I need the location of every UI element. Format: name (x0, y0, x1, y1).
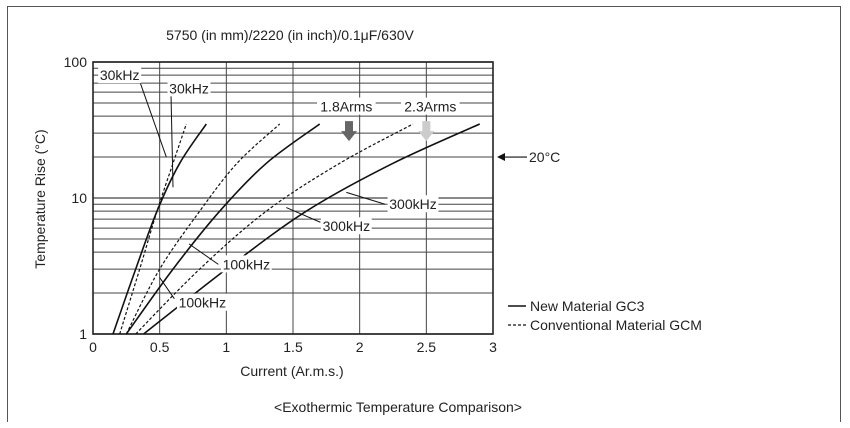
y-tick-label: 100 (64, 54, 88, 70)
series-line-1 (119, 123, 187, 335)
leader-line (188, 243, 219, 265)
x-tick-label: 2 (356, 339, 364, 355)
y-axis-label: Temperature Rise (°C) (32, 129, 48, 268)
legend-label: New Material GC3 (530, 298, 645, 314)
leader-line (170, 94, 174, 188)
figure-frame (7, 6, 841, 422)
x-tick-label: 1.5 (283, 339, 303, 355)
annotations: 30kHz 30kHz 1.8Arms 2.3Arms 300kHz 300kHz 100k… (98, 66, 560, 311)
reference-label: 20°C (529, 149, 560, 165)
x-tick-label: 0 (89, 339, 97, 355)
legend-label: Conventional Material GCM (530, 317, 702, 333)
series-line-4 (125, 123, 321, 335)
annotation-label: 30kHz (169, 80, 209, 96)
y-tick-label: 10 (71, 190, 87, 206)
chart-title: 5750 (in mm)/2220 (in inch)/0.1μF/630V (166, 27, 414, 43)
chart-caption: <Exothermic Temperature Comparison> (274, 399, 522, 415)
series-line-5 (135, 123, 414, 335)
y-tick-label: 1 (79, 326, 87, 342)
annotation-label: 100kHz (223, 256, 270, 272)
annotation-bg (167, 79, 211, 97)
series-line-2 (112, 123, 207, 335)
annotation-label: 2.3Arms (404, 99, 456, 115)
down-arrow-marker (418, 121, 435, 142)
annotation-bg (401, 97, 460, 115)
leader-line (346, 191, 386, 205)
leader-line (139, 81, 167, 158)
axes: 0 0.5 1 1.5 2 2.5 3 1 10 100 (64, 54, 497, 355)
series-group (112, 123, 481, 335)
leader-line (159, 277, 175, 299)
annotation-label: 300kHz (389, 196, 436, 212)
series-line-3 (125, 123, 281, 335)
x-tick-label: 2.5 (417, 339, 437, 355)
reference-arrow-head (497, 153, 505, 162)
annotation-bg (220, 255, 272, 273)
legend: New Material GC3 Conventional Material GC… (508, 298, 702, 333)
x-axis-label: Current (Ar.m.s.) (240, 363, 343, 379)
annotation-label: 100kHz (179, 295, 226, 311)
annotation-bg (320, 217, 372, 235)
annotation-bg (387, 195, 439, 213)
plot-border (92, 61, 494, 335)
leader-line (286, 207, 321, 223)
annotation-bg (317, 97, 376, 115)
annotation-label: 1.8Arms (320, 99, 372, 115)
annotation-bg (98, 66, 142, 84)
annotation-label: 300kHz (323, 218, 370, 234)
x-tick-label: 0.5 (150, 339, 170, 355)
annotation-label: 30kHz (100, 67, 140, 83)
down-arrow-marker (341, 121, 357, 142)
x-tick-label: 1 (222, 339, 230, 355)
x-tick-label: 3 (489, 339, 497, 355)
annotation-bg (176, 293, 228, 311)
